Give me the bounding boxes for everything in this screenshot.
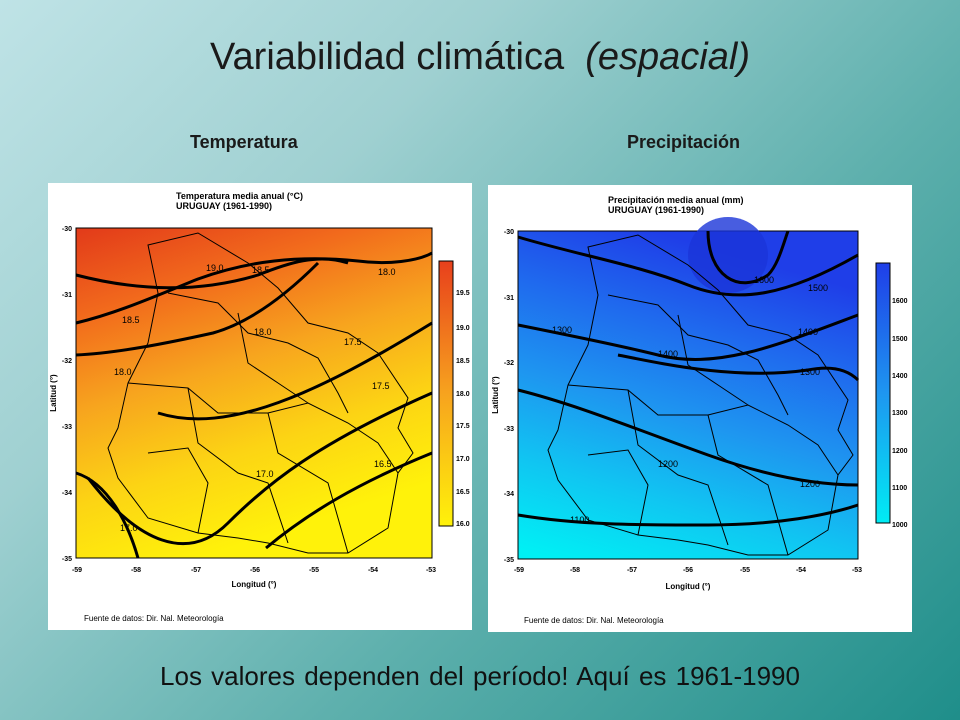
contour-label: 1300: [552, 325, 572, 335]
precipitation-isohyets: [517, 230, 860, 527]
footer-note: Los valores dependen del período! Aquí e…: [160, 661, 800, 691]
contour-label: 1600: [754, 275, 774, 285]
precipitation-colorbar: [875, 262, 891, 524]
x-tick: -56: [250, 567, 260, 574]
x-tick: -54: [368, 567, 378, 574]
contour-label: 1500: [808, 283, 828, 293]
precipitation-y-label: Latitud (°): [491, 376, 500, 414]
colorbar-label: 1300: [892, 410, 908, 417]
x-tick: -53: [852, 567, 862, 574]
y-tick: -35: [504, 557, 514, 564]
precipitation-x-label: Longitud (°): [666, 582, 711, 591]
slide-title: Variabilidad climática (espacial): [0, 36, 960, 79]
contour-label: 18.0: [254, 327, 272, 337]
precipitation-source: Fuente de datos: Dir. Nal. Meteorología: [524, 616, 664, 625]
contour-label: 1100: [570, 515, 589, 525]
contour-label: 17.0: [256, 469, 274, 479]
temperature-y-label: Latitud (°): [49, 374, 58, 412]
colorbar-label: 19.0: [456, 325, 470, 332]
temperature-isotherms: [75, 251, 433, 559]
x-tick: -57: [191, 567, 201, 574]
y-tick: -31: [504, 295, 514, 302]
y-tick: -32: [504, 360, 514, 367]
contour-label: 17.5: [372, 381, 390, 391]
temperature-x-label: Longitud (°): [232, 580, 277, 589]
colorbar-label: 17.0: [456, 456, 470, 463]
colorbar-label: 18.0: [456, 391, 470, 398]
temperature-contour-labels: 19.0 18.5 18.0 18.5 18.0 18.0 17.5 17.5 …: [114, 263, 396, 533]
colorbar-label: 1600: [892, 298, 908, 305]
x-tick: -58: [570, 567, 580, 574]
precipitation-contour-labels: 1600 1500 1300 1400 1400 1300 1200 1200 …: [552, 275, 828, 525]
x-tick: -56: [683, 567, 693, 574]
contour-label: 18.5: [122, 315, 140, 325]
temperature-map-svg: Temperatura media anual (°C) URUGUAY (19…: [49, 191, 470, 623]
title-italic: (espacial): [585, 36, 750, 78]
y-tick: -33: [504, 426, 514, 433]
y-tick: -30: [504, 229, 514, 236]
x-tick: -55: [740, 567, 750, 574]
contour-label: 1400: [658, 349, 678, 359]
x-tick: -59: [514, 567, 524, 574]
colorbar-label: 16.5: [456, 489, 470, 496]
y-tick: -30: [62, 226, 72, 233]
x-tick: -55: [309, 567, 319, 574]
temperature-field: [75, 227, 433, 559]
colorbar-label: 16.0: [456, 521, 470, 528]
y-tick: -33: [62, 424, 72, 431]
temperature-source: Fuente de datos: Dir. Nal. Meteorología: [84, 614, 224, 623]
temperature-map: Temperatura media anual (°C) URUGUAY (19…: [48, 183, 472, 630]
precipitation-map-subtitle: URUGUAY (1961-1990): [608, 205, 704, 215]
precipitation-map-svg: Precipitación media anual (mm) URUGUAY (…: [491, 195, 908, 625]
colorbar-label: 18.5: [456, 358, 470, 365]
contour-label: 18.5: [252, 265, 270, 275]
contour-label: 16.5: [374, 459, 392, 469]
x-tick: -58: [131, 567, 141, 574]
temperature-map-title: Temperatura media anual (°C): [176, 191, 303, 201]
precipitation-y-ticks: -30 -31 -32 -33 -34 -35: [504, 229, 514, 564]
contour-label: 19.0: [206, 263, 224, 273]
contour-label: 18.0: [114, 367, 132, 377]
x-tick: -54: [796, 567, 806, 574]
y-tick: -35: [62, 556, 72, 563]
precipitation-map-title: Precipitación media anual (mm): [608, 195, 744, 205]
colorbar-label: 1400: [892, 373, 908, 380]
colorbar-label: 1200: [892, 448, 908, 455]
contour-label: 18.0: [378, 267, 396, 277]
colorbar-label: 17.5: [456, 423, 470, 430]
title-text: Variabilidad climática: [210, 36, 565, 78]
x-tick: -59: [72, 567, 82, 574]
temperature-map-subtitle: URUGUAY (1961-1990): [176, 201, 272, 211]
y-tick: -34: [62, 490, 72, 497]
temperature-y-ticks: -30 -31 -32 -33 -34 -35: [62, 226, 72, 563]
contour-label: 17.0: [120, 523, 138, 533]
temperature-label: Temperatura: [190, 132, 298, 152]
x-tick: -57: [627, 567, 637, 574]
precipitation-label: Precipitación: [627, 132, 741, 152]
y-tick: -32: [62, 358, 72, 365]
temperature-departments: [107, 232, 414, 554]
colorbar-label: 19.5: [456, 290, 470, 297]
y-tick: -34: [504, 491, 514, 498]
contour-label: 1300: [800, 367, 820, 377]
temperature-colorbar-labels: 19.5 19.0 18.5 18.0 17.5 17.0 16.5 16.0: [456, 290, 470, 528]
colorbar-label: 1000: [892, 522, 908, 529]
contour-label: 1400: [798, 327, 818, 337]
precipitation-map: Precipitación media anual (mm) URUGUAY (…: [488, 185, 912, 632]
contour-label: 1200: [658, 459, 678, 469]
contour-label: 17.5: [344, 337, 362, 347]
precipitation-colorbar-labels: 1600 1500 1400 1300 1200 1100 1000: [892, 298, 908, 529]
temperature-colorbar: [438, 260, 454, 527]
contour-label: 1200: [800, 479, 820, 489]
colorbar-label: 1100: [892, 485, 907, 492]
colorbar-label: 1500: [892, 336, 908, 343]
y-tick: -31: [62, 292, 72, 299]
precipitation-x-ticks: -59 -58 -57 -56 -55 -54 -53: [514, 567, 862, 574]
temperature-x-ticks: -59 -58 -57 -56 -55 -54 -53: [72, 567, 436, 574]
precipitation-departments: [547, 234, 854, 556]
x-tick: -53: [426, 567, 436, 574]
